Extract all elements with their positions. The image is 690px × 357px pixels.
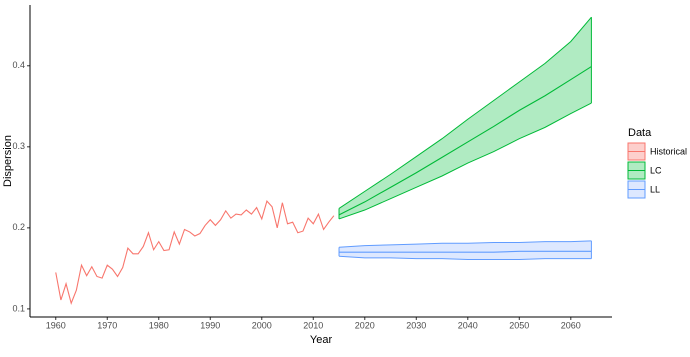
- legend-label: LL: [650, 184, 660, 194]
- ribbon-edge: [338, 102, 592, 220]
- y-tick-label: 0.3: [12, 141, 25, 151]
- y-tick-label: 0.1: [12, 303, 25, 313]
- x-tick-label: 2040: [458, 320, 478, 330]
- x-tick-label: 2020: [355, 320, 375, 330]
- series-line: [55, 200, 335, 305]
- x-tick-label: 1990: [200, 320, 220, 330]
- x-axis-title: Year: [310, 334, 333, 346]
- ribbon: [339, 17, 592, 219]
- x-tick-label: 2060: [561, 320, 581, 330]
- legend-title: Data: [628, 127, 652, 139]
- series-line: [339, 250, 592, 253]
- ribbon: [339, 240, 592, 260]
- legend-label: LC: [650, 165, 662, 175]
- x-tick-label: 2050: [509, 320, 529, 330]
- ribbon-edge: [338, 255, 592, 260]
- x-tick-label: 1970: [97, 320, 117, 330]
- ribbon-edge: [338, 240, 592, 248]
- ribbon-edge: [338, 16, 592, 209]
- series-line: [338, 66, 592, 216]
- x-tick-label: 1980: [149, 320, 169, 330]
- x-tick-label: 1960: [46, 320, 66, 330]
- x-tick-label: 2030: [406, 320, 426, 330]
- y-axis-title: Dispersion: [2, 135, 14, 187]
- x-tick-label: 2000: [252, 320, 272, 330]
- legend-label: Historical: [650, 146, 687, 156]
- x-tick-label: 2010: [303, 320, 323, 330]
- y-tick-label: 0.2: [12, 222, 25, 232]
- y-tick-label: 0.4: [12, 60, 25, 70]
